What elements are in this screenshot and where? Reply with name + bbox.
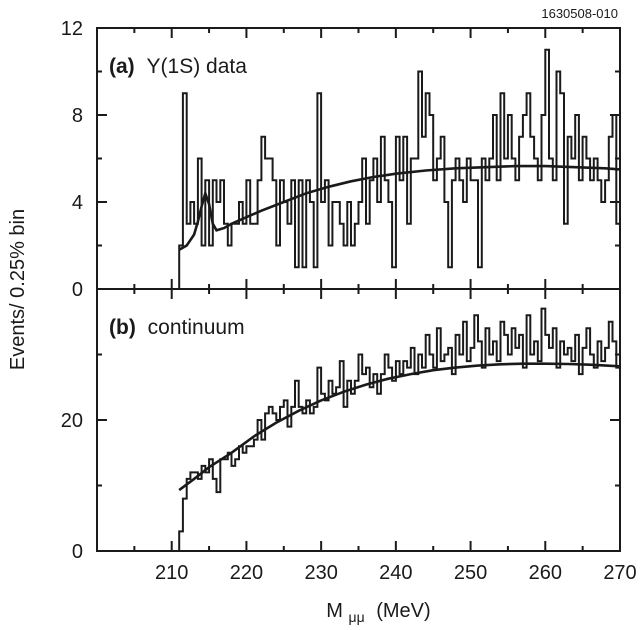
panel-a-histogram	[97, 48, 620, 290]
xtick-label: 240	[379, 562, 412, 584]
xtick-label: 250	[454, 562, 487, 584]
x-axis-title-subscript: μμ	[349, 609, 365, 625]
panel-a-ytick-label: 12	[61, 18, 83, 40]
panel-a-ytick-label: 0	[72, 279, 83, 301]
xtick-label: 230	[304, 562, 337, 584]
panel-a-title: Υ(1S) data	[147, 55, 248, 78]
xtick-label: 270	[603, 562, 636, 584]
panel-b-fit-curve	[178, 362, 621, 492]
panel-a-ytick-label: 8	[72, 105, 83, 127]
panel-a-ytick-label: 4	[72, 192, 83, 214]
xtick-label: 260	[529, 562, 562, 584]
panel-b-title: continuum	[148, 316, 245, 339]
x-axis-title-unit: (MeV)	[376, 600, 430, 622]
xtick-label: 210	[155, 562, 188, 584]
xtick-label: 220	[230, 562, 263, 584]
panel-b-ytick-label: 0	[72, 541, 83, 563]
panel-b-ytick-label: 20	[61, 410, 83, 432]
panel-a-label: (a) Υ(1S) data	[109, 55, 247, 78]
panel-b-histogram	[97, 307, 621, 552]
y-axis-title: Events/ 0.25% bin	[7, 209, 29, 370]
panel-a-letter: (a)	[109, 55, 135, 78]
panel-b-letter: (b)	[109, 316, 136, 339]
panel-b-label: (b) continuum	[109, 316, 245, 339]
figure-id: 1630508-010	[541, 6, 618, 21]
panel-a-fit-curve	[178, 164, 621, 251]
x-axis-title-main: M	[326, 600, 343, 622]
axis-ticks: 0 4 8 12 0 20 210 220 230 240 250 260 270	[61, 18, 637, 584]
x-axis-title: M μμ (MeV)	[326, 600, 430, 627]
